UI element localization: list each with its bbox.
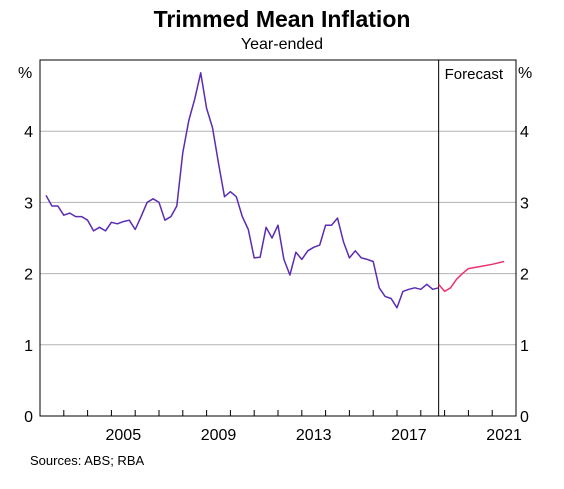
y-axis-unit-right: % (518, 65, 532, 82)
x-tick-label: 2021 (486, 427, 522, 444)
y-tick-label-right: 3 (520, 195, 529, 212)
x-tick-label: 2009 (201, 427, 237, 444)
y-axis-unit-left: % (18, 65, 32, 82)
chart-subtitle: Year-ended (240, 36, 324, 53)
y-tick-label-left: 3 (24, 195, 33, 212)
plot-frame (39, 59, 517, 417)
y-tick-label-left: 1 (24, 338, 33, 355)
y-tick-label-right: 2 (520, 267, 529, 284)
y-tick-label-left: 4 (24, 124, 33, 141)
y-tick-label-right: 4 (520, 124, 529, 141)
y-tick-label-left: 2 (24, 267, 33, 284)
inflation-line-actual (45, 72, 439, 309)
forecast-label: Forecast (445, 66, 504, 83)
y-tick-label-right: 1 (520, 338, 529, 355)
x-tick-label: 2017 (391, 427, 427, 444)
inflation-line-forecast (438, 260, 505, 293)
y-tick-label-left: 0 (24, 409, 33, 426)
x-tick-label: 2013 (296, 427, 332, 444)
y-tick-label-right: 0 (520, 409, 529, 426)
x-tick-label: 2005 (106, 427, 142, 444)
chart-title: Trimmed Mean Inflation (153, 6, 411, 32)
sources-note: Sources: ABS; RBA (30, 453, 145, 468)
